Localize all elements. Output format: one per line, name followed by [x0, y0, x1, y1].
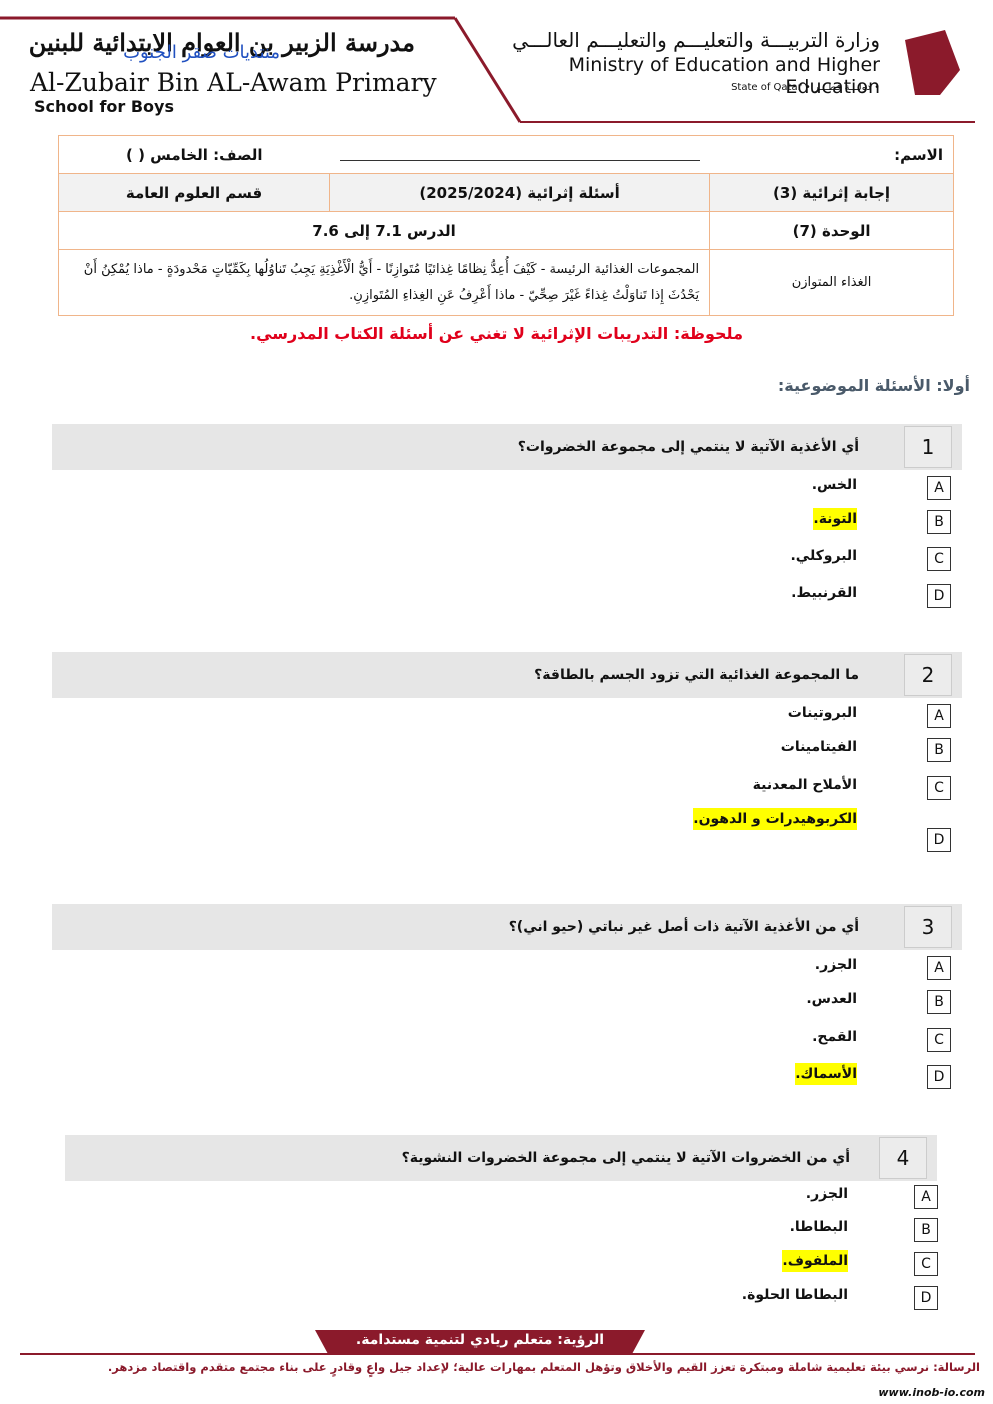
option-letter: D: [927, 584, 951, 608]
option-letter: D: [914, 1286, 938, 1310]
question-number: 3: [904, 906, 952, 948]
answer-title: إجابة إثرائية (3): [709, 173, 954, 212]
info-table: الاسم: الصف: الخامس ( ) إجابة إثرائية (3…: [57, 135, 954, 316]
mission: الرسالة: نرسي بيئة تعليمية شاملة ومبتكرة…: [107, 1360, 980, 1374]
question-band: [52, 424, 962, 470]
option-text: التونة.: [813, 508, 857, 530]
section-title: أولا: الأسئلة الموضوعية:: [777, 376, 970, 395]
question-band: [52, 652, 962, 698]
option-letter: B: [927, 738, 951, 762]
state: State of Qatar • دولـــة قطـــر •: [731, 82, 880, 93]
question-text: أي من الخضروات الآتية لا ينتمي إلى مجموع…: [401, 1150, 850, 1166]
option-letter: D: [927, 828, 951, 852]
watermark: منتديات صقر الجنوب: [123, 42, 280, 63]
option-text: الكربوهيدرات و الدهون.: [693, 808, 857, 830]
question-number: 4: [879, 1137, 927, 1179]
option-text: الجزر.: [805, 1186, 848, 1202]
option-text: البطاطا.: [789, 1219, 848, 1235]
school-en: Al-Zubair Bin AL-Awam Primary: [30, 68, 437, 97]
unit: الوحدة (7): [709, 211, 954, 250]
question-band: [65, 1135, 937, 1181]
question-text: ما المجموعة الغذائية التي تزود الجسم بال…: [534, 667, 859, 683]
website: www.inob-io.com: [878, 1386, 985, 1399]
option-letter: A: [927, 704, 951, 728]
option-letter: C: [927, 1028, 951, 1052]
option-text: الجزر.: [814, 957, 857, 973]
option-letter: B: [927, 510, 951, 534]
question-text: أي من الأغذية الآتية ذات أصل غير نباتي (…: [508, 919, 859, 935]
question-number: 2: [904, 654, 952, 696]
option-text: العدس.: [806, 991, 857, 1007]
option-text: البروكلي.: [790, 548, 857, 564]
name-label: الاسم:: [709, 135, 954, 174]
question-text: أي الأغذية الآتية لا ينتمي إلى مجموعة ال…: [517, 439, 859, 455]
option-letter: C: [927, 776, 951, 800]
option-text: الأسماك.: [795, 1063, 857, 1085]
option-text: البروتينات: [787, 705, 857, 721]
lesson: الدرس 7.1 إلى 7.6: [57, 211, 711, 250]
school-ar: مدرسة الزبير بن العوام الابتدائية للبنين: [28, 28, 415, 57]
footer-decor: [20, 1330, 975, 1355]
option-letter: B: [914, 1218, 938, 1242]
option-text: الأملاح المعدنية: [752, 777, 857, 793]
option-letter: C: [927, 547, 951, 571]
option-letter: A: [927, 476, 951, 500]
topic: الغذاء المتوازن: [709, 249, 954, 316]
option-text: الملفوف.: [782, 1250, 848, 1272]
department: قسم العلوم العامة: [57, 173, 331, 212]
school-en-2: School for Boys: [34, 97, 174, 116]
question-number: 1: [904, 426, 952, 468]
vision: الرؤية: متعلم ريادي لتنمية مستدامة.: [355, 1332, 605, 1348]
name-line: [329, 135, 710, 174]
question-band: [52, 904, 962, 950]
option-text: الخس.: [811, 477, 857, 493]
header-decor: [0, 16, 975, 123]
note: ملحوظة: التدريبات الإثرائية لا تغني عن أ…: [250, 324, 743, 343]
option-text: القرنبيط.: [791, 585, 857, 601]
ministry-en: Ministry of Education and Higher Educati…: [568, 54, 880, 98]
option-letter: A: [927, 956, 951, 980]
topics-detail: المجموعات الغذائية الرئيسة - كَيْفَ أُعِ…: [57, 249, 711, 316]
option-text: القمح.: [812, 1029, 857, 1045]
option-letter: B: [927, 990, 951, 1014]
option-letter: C: [914, 1252, 938, 1276]
option-letter: D: [927, 1065, 951, 1089]
ministry-ar: وزارة التربيـــة والتعليـــم والتعليـــم…: [512, 28, 880, 52]
questions-title: أسئلة إثرائية (2025/2024): [329, 173, 711, 212]
option-text: الفيتامينات: [780, 739, 857, 755]
option-letter: A: [914, 1185, 938, 1209]
option-text: البطاطا الحلوة.: [741, 1287, 848, 1303]
grade: الصف: الخامس ( ): [57, 135, 330, 174]
